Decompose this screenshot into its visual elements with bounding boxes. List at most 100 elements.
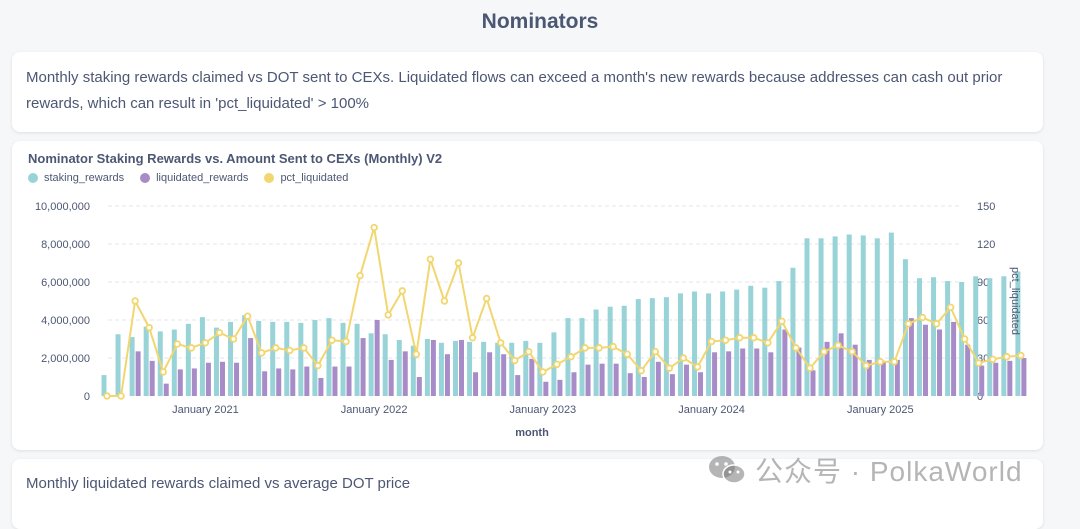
point-pct-liquidated[interactable] <box>426 255 435 263</box>
bar-staking-rewards[interactable] <box>453 340 458 396</box>
bar-liquidated-rewards[interactable] <box>641 377 647 396</box>
bar-liquidated-rewards[interactable] <box>515 375 521 396</box>
bar-liquidated-rewards[interactable] <box>880 361 886 396</box>
bar-liquidated-rewards[interactable] <box>768 352 774 396</box>
bar-staking-rewards[interactable] <box>720 291 726 397</box>
point-pct-liquidated[interactable] <box>637 366 645 375</box>
bar-staking-rewards[interactable] <box>467 341 473 396</box>
bar-liquidated-rewards[interactable] <box>712 352 718 396</box>
bar-liquidated-rewards[interactable] <box>655 361 661 396</box>
bar-liquidated-rewards[interactable] <box>444 354 450 396</box>
bar-staking-rewards[interactable] <box>129 337 135 396</box>
legend-item-pct-liquidated[interactable]: pct_liquidated <box>264 172 348 184</box>
point-pct-liquidated[interactable] <box>525 347 533 356</box>
bar-liquidated-rewards[interactable] <box>276 368 282 396</box>
point-pct-liquidated[interactable] <box>960 335 969 343</box>
bar-staking-rewards[interactable] <box>326 318 332 396</box>
bar-liquidated-rewards[interactable] <box>599 363 605 396</box>
bar-liquidated-rewards[interactable] <box>346 366 352 396</box>
bar-staking-rewards[interactable] <box>213 327 219 396</box>
bar-liquidated-rewards[interactable] <box>290 369 296 396</box>
bar-staking-rewards[interactable] <box>776 281 782 396</box>
bar-liquidated-rewards[interactable] <box>613 363 619 396</box>
point-pct-liquidated[interactable] <box>384 311 392 319</box>
bar-liquidated-rewards[interactable] <box>1021 358 1027 396</box>
bar-staking-rewards[interactable] <box>649 298 655 396</box>
bar-staking-rewards[interactable] <box>199 317 205 396</box>
bar-liquidated-rewards[interactable] <box>796 347 802 396</box>
bar-staking-rewards[interactable] <box>481 341 487 396</box>
bar-staking-rewards[interactable] <box>916 278 922 396</box>
bar-staking-rewards[interactable] <box>888 232 894 396</box>
point-pct-liquidated[interactable] <box>989 355 997 363</box>
point-pct-liquidated[interactable] <box>848 347 856 356</box>
bar-liquidated-rewards[interactable] <box>627 373 633 396</box>
point-pct-liquidated[interactable] <box>693 363 702 371</box>
bar-liquidated-rewards[interactable] <box>1007 360 1013 396</box>
bar-liquidated-rewards[interactable] <box>824 341 830 396</box>
bar-liquidated-rewards[interactable] <box>501 354 507 396</box>
point-pct-liquidated[interactable] <box>482 294 491 303</box>
point-pct-liquidated[interactable] <box>834 341 842 350</box>
point-pct-liquidated[interactable] <box>567 353 575 361</box>
bar-staking-rewards[interactable] <box>832 236 838 396</box>
bar-staking-rewards[interactable] <box>185 323 191 396</box>
bar-liquidated-rewards[interactable] <box>234 362 240 396</box>
bar-staking-rewards[interactable] <box>874 238 880 396</box>
bar-liquidated-rewards[interactable] <box>459 339 464 396</box>
bar-staking-rewards[interactable] <box>340 322 346 396</box>
bar-staking-rewards[interactable] <box>987 278 993 396</box>
bar-liquidated-rewards[interactable] <box>487 352 493 396</box>
bar-staking-rewards[interactable] <box>284 321 290 396</box>
bar-liquidated-rewards[interactable] <box>571 372 577 396</box>
bar-staking-rewards[interactable] <box>509 342 515 396</box>
point-pct-liquidated[interactable] <box>272 344 280 352</box>
bar-liquidated-rewards[interactable] <box>894 359 900 396</box>
point-pct-liquidated[interactable] <box>356 271 364 280</box>
point-pct-liquidated[interactable] <box>721 336 730 344</box>
bar-staking-rewards[interactable] <box>945 281 951 396</box>
point-pct-liquidated[interactable] <box>890 358 899 366</box>
bar-staking-rewards[interactable] <box>228 321 234 396</box>
bar-staking-rewards[interactable] <box>242 315 248 396</box>
bar-staking-rewards[interactable] <box>748 285 754 396</box>
bar-staking-rewards[interactable] <box>607 306 613 396</box>
point-pct-liquidated[interactable] <box>539 368 547 376</box>
bar-liquidated-rewards[interactable] <box>416 377 422 396</box>
bar-staking-rewards[interactable] <box>171 329 177 397</box>
bar-liquidated-rewards[interactable] <box>937 329 943 397</box>
bar-staking-rewards[interactable] <box>663 297 669 396</box>
bar-liquidated-rewards[interactable] <box>191 368 197 396</box>
point-pct-liquidated[interactable] <box>468 334 477 342</box>
point-pct-liquidated[interactable] <box>778 317 786 325</box>
bar-staking-rewards[interactable] <box>734 289 740 396</box>
bar-staking-rewards[interactable] <box>1015 271 1021 396</box>
bar-liquidated-rewards[interactable] <box>965 344 971 396</box>
bar-liquidated-rewards[interactable] <box>205 362 211 396</box>
point-pct-liquidated[interactable] <box>243 312 252 320</box>
point-pct-liquidated[interactable] <box>581 344 589 352</box>
bar-staking-rewards[interactable] <box>621 305 627 396</box>
point-pct-liquidated[interactable] <box>229 335 238 343</box>
bar-liquidated-rewards[interactable] <box>782 329 788 397</box>
point-pct-liquidated[interactable] <box>215 328 224 337</box>
point-pct-liquidated[interactable] <box>876 358 884 366</box>
bar-staking-rewards[interactable] <box>101 375 107 396</box>
bar-staking-rewards[interactable] <box>692 291 698 397</box>
legend-item-liquidated-rewards[interactable]: liquidated_rewards <box>140 172 248 184</box>
bar-liquidated-rewards[interactable] <box>149 360 155 396</box>
bar-staking-rewards[interactable] <box>396 339 402 396</box>
bar-staking-rewards[interactable] <box>677 293 683 396</box>
bar-liquidated-rewards[interactable] <box>852 344 858 396</box>
point-pct-liquidated[interactable] <box>201 339 210 347</box>
point-pct-liquidated[interactable] <box>904 320 913 328</box>
bar-staking-rewards[interactable] <box>579 318 585 396</box>
point-pct-liquidated[interactable] <box>314 361 322 370</box>
bar-liquidated-rewards[interactable] <box>219 361 225 396</box>
point-pct-liquidated[interactable] <box>117 392 125 400</box>
bar-staking-rewards[interactable] <box>368 333 374 396</box>
bar-liquidated-rewards[interactable] <box>866 359 872 396</box>
point-pct-liquidated[interactable] <box>975 359 983 367</box>
bar-liquidated-rewards[interactable] <box>979 365 985 396</box>
bar-liquidated-rewards[interactable] <box>557 379 563 396</box>
